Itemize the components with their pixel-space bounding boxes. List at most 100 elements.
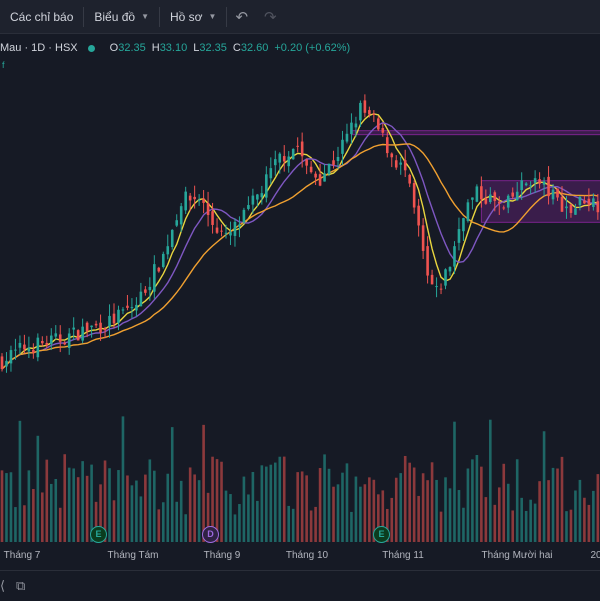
indicator-mark: f	[2, 60, 5, 70]
candle-body	[350, 122, 353, 135]
candle-body	[354, 123, 358, 128]
candle-body	[430, 274, 434, 285]
candle-body	[224, 232, 228, 234]
volume-bar	[121, 416, 125, 542]
candle-body	[569, 204, 573, 213]
volume-bar	[569, 509, 573, 542]
high-value: 33.10	[159, 42, 188, 54]
volume-bar	[327, 468, 331, 542]
candle-body	[372, 113, 376, 116]
volume-bar	[81, 461, 84, 542]
candle-body	[323, 173, 326, 182]
chevron-down-icon: ▼	[141, 12, 149, 21]
volume-bar	[197, 480, 201, 542]
volume-bar	[27, 470, 31, 542]
candle-body	[368, 110, 371, 115]
volume-bar	[506, 483, 510, 542]
candle-body	[453, 246, 456, 267]
volume-bar	[332, 486, 335, 542]
candle-body	[511, 192, 515, 197]
undo-icon[interactable]: ↶	[235, 8, 249, 26]
volume-bar	[247, 494, 250, 542]
redo-icon[interactable]: ↷	[264, 8, 277, 26]
calendar-range-icon[interactable]: ⧉	[16, 578, 26, 593]
candle-body	[188, 195, 192, 201]
candle-body	[256, 194, 259, 200]
candle-body	[466, 202, 470, 221]
profile-menu-button[interactable]: Hồ sơ ▼	[160, 0, 226, 33]
candle-body	[161, 253, 165, 267]
time-axis-label: Tháng Mười hai	[481, 550, 553, 561]
candle-body	[63, 342, 67, 345]
candle-body	[565, 206, 568, 209]
candles-layer	[0, 94, 600, 373]
volume-bar	[466, 468, 470, 542]
candle-body	[251, 195, 255, 205]
time-axis[interactable]: Tháng 7 Tháng Tám Tháng 9 Tháng 10 Tháng…	[0, 545, 600, 567]
volume-bar	[72, 468, 75, 542]
volume-bar	[135, 480, 138, 542]
volume-bar	[175, 501, 179, 542]
profile-menu-label: Hồ sơ	[170, 9, 203, 24]
candle-body	[363, 100, 367, 113]
volume-bar	[390, 497, 394, 542]
toolbar-divider	[159, 6, 160, 27]
volume-bar	[341, 472, 344, 542]
candle-body	[435, 286, 438, 288]
candle-body	[583, 200, 586, 204]
chart-menu-label: Biểu đồ	[94, 9, 136, 24]
volume-bar	[493, 504, 497, 542]
event-label: E	[378, 529, 385, 539]
volume-bar	[211, 456, 214, 542]
volume-bar	[542, 431, 546, 542]
candle-body	[247, 205, 250, 209]
candle-body	[32, 349, 35, 353]
volume-bar	[556, 468, 559, 542]
time-axis-label: 20	[590, 550, 600, 561]
candle-body	[130, 307, 134, 309]
volume-bar	[58, 507, 62, 542]
volume-bar	[202, 424, 205, 542]
volume-bar	[161, 502, 165, 542]
volume-bar	[85, 475, 89, 542]
candle-body	[94, 323, 98, 326]
candle-body	[287, 156, 291, 167]
moving-average-line	[1, 143, 598, 370]
candle-body	[18, 342, 22, 348]
candle-body	[126, 305, 129, 308]
chart-menu-button[interactable]: Biểu đồ ▼	[84, 0, 159, 33]
candle-body	[273, 159, 277, 166]
volume-bar	[282, 456, 286, 542]
dividend-event-icon[interactable]: D	[202, 526, 219, 543]
volume-bar	[497, 487, 501, 542]
earnings-event-icon[interactable]: E	[373, 526, 390, 543]
volume-bar	[179, 480, 183, 542]
volume-bar	[363, 484, 367, 542]
volume-bar	[515, 459, 519, 542]
moving-average-line	[1, 121, 599, 370]
candle-body	[480, 186, 483, 200]
earnings-event-icon[interactable]: E	[90, 526, 107, 543]
candle-body	[23, 344, 26, 350]
candle-body	[282, 156, 286, 162]
scroll-left-icon[interactable]: ⟨	[0, 578, 6, 593]
volume-bar	[126, 475, 129, 542]
symbol-label[interactable]: Mau · 1D · HSX	[0, 42, 78, 54]
candle-body	[596, 201, 600, 213]
volume-bar	[36, 435, 40, 542]
candle-body	[484, 198, 488, 204]
candle-body	[502, 207, 506, 209]
change-value: +0.20 (+0.62%)	[274, 42, 351, 54]
price-chart[interactable]	[0, 34, 600, 545]
volume-bar	[538, 481, 541, 542]
candle-body	[103, 328, 107, 331]
candle-body	[515, 191, 519, 201]
indicators-button[interactable]: Các chỉ báo	[0, 0, 83, 33]
candle-body	[206, 203, 210, 216]
volume-bar	[399, 473, 403, 542]
candle-body	[533, 178, 537, 183]
candle-body	[296, 145, 299, 147]
candle-body	[542, 181, 546, 185]
volume-bar	[408, 462, 411, 542]
volume-bar	[385, 508, 389, 542]
